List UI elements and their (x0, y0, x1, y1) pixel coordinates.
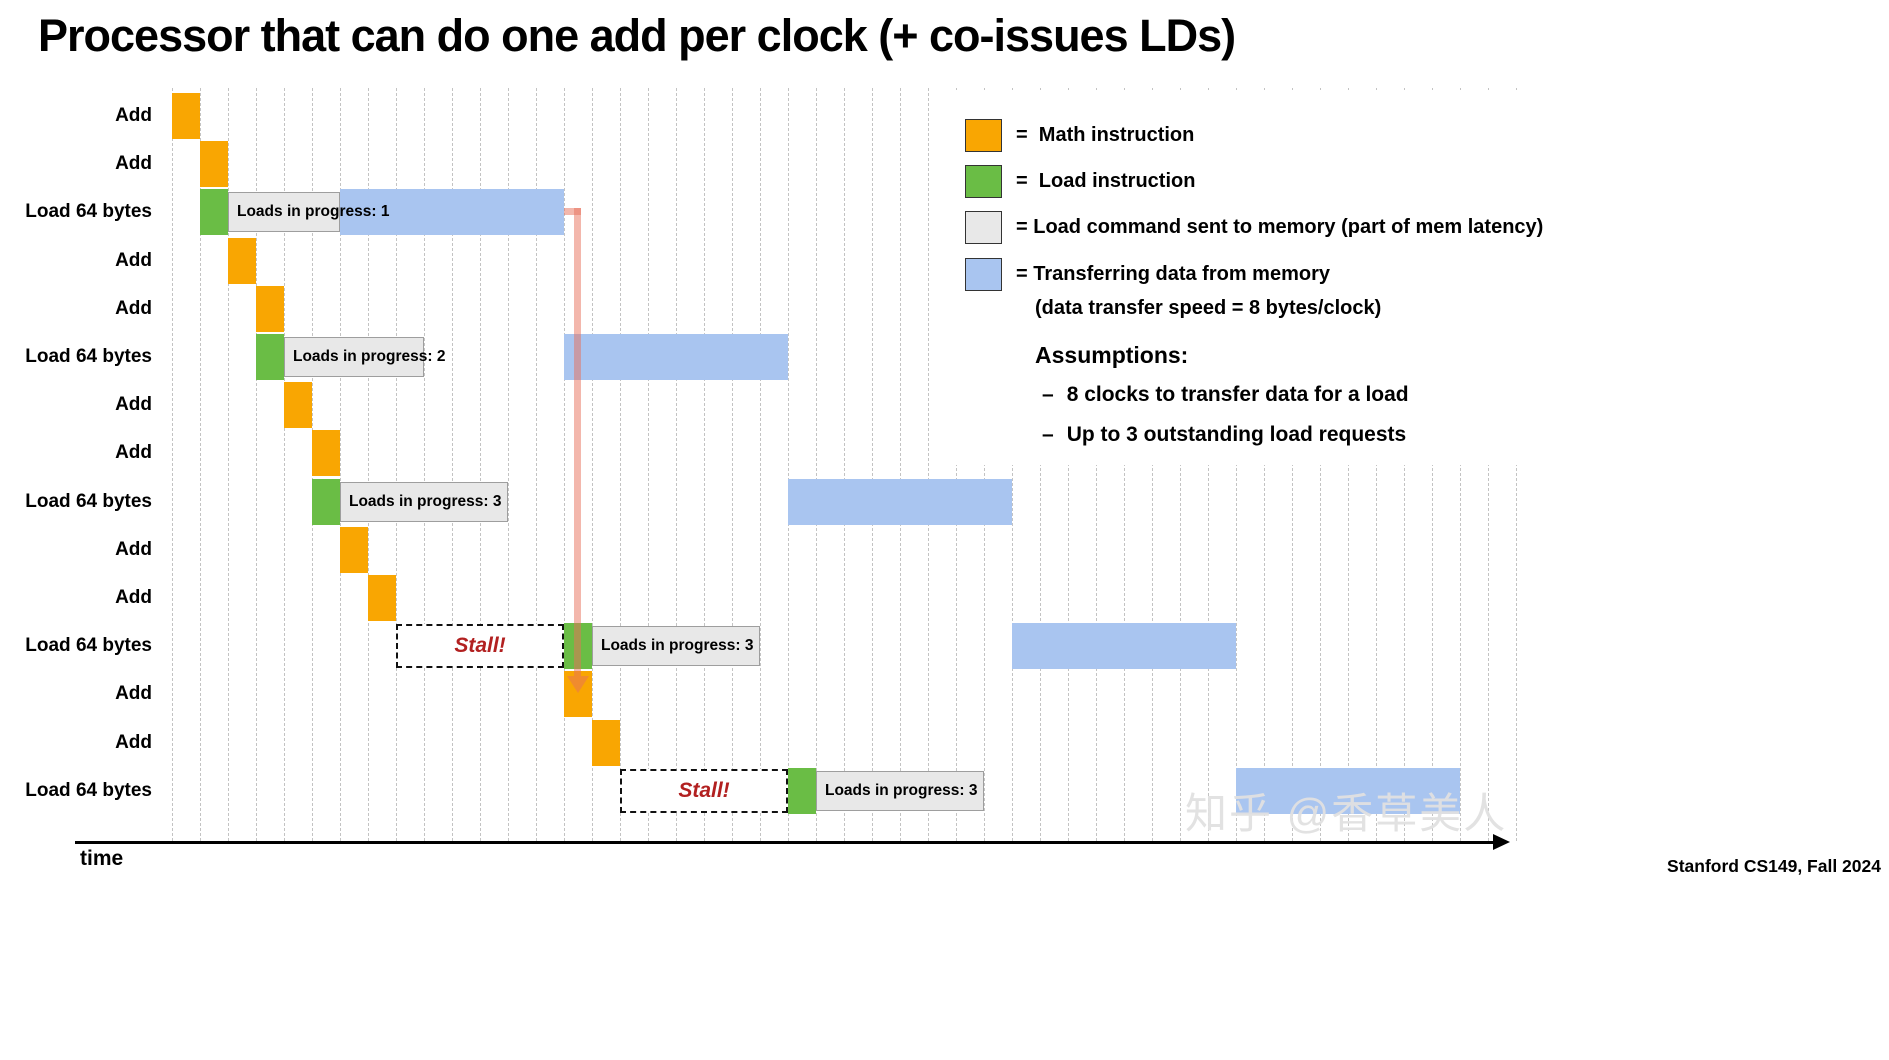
legend-label-transfer-line2: (data transfer speed = 8 bytes/clock) (1035, 297, 1382, 319)
load-instruction-block (788, 767, 816, 814)
row-label: Add (115, 394, 152, 416)
slide-title: Processor that can do one add per clock … (38, 10, 1236, 61)
row-label: Add (115, 587, 152, 608)
gridline (424, 88, 425, 841)
row-label: Add (115, 731, 152, 753)
legend-item-load: = Load instruction (965, 164, 1195, 198)
legend-label-load-command: = Load command sent to memory (part of m… (1016, 215, 1544, 238)
math-instruction-swatch (965, 118, 1002, 152)
gridline (564, 88, 565, 841)
row-label: Add (115, 297, 152, 319)
gridline (620, 88, 621, 841)
memory-transfer-block (788, 478, 1012, 525)
gridline (200, 88, 201, 841)
load-command-box: Loads in progress: 3 (592, 626, 760, 667)
math-instruction-block (256, 285, 284, 332)
row-label: Load 64 bytes (25, 635, 152, 657)
load-instruction-block (312, 478, 340, 525)
load-command-box: Loads in progress: 2 (284, 337, 445, 377)
gridline (872, 88, 873, 841)
stall-box: Stall! (620, 768, 788, 813)
gridline (732, 88, 733, 841)
memory-transfer-block (340, 189, 564, 236)
gridline (452, 88, 453, 841)
time-axis-label: time (80, 847, 124, 870)
gridline (284, 88, 285, 841)
legend-label-load: = Load instruction (1016, 169, 1196, 192)
row-label: Add (115, 105, 152, 126)
legend-item-math: = Math instruction (965, 118, 1194, 152)
dependency-arrow (564, 208, 581, 216)
gridline (592, 88, 593, 841)
gridline (228, 88, 229, 841)
gridline (340, 88, 341, 841)
dash-bullet: – (1042, 423, 1054, 446)
stall-box: Stall! (396, 624, 564, 669)
gridline (536, 88, 537, 841)
math-instruction-block (284, 382, 312, 429)
row-label: Add (115, 442, 152, 464)
load-instruction-block (256, 334, 284, 380)
math-instruction-block (312, 430, 340, 477)
time-axis-line (75, 841, 1495, 844)
legend-label-transfer: = Transferring data from memory (1016, 262, 1330, 285)
math-instruction-block (340, 526, 368, 573)
assumption-item: – 8 clocks to transfer data for a load (1042, 383, 1409, 407)
course-credit: Stanford CS149, Fall 2024 (1667, 856, 1881, 876)
gridline (760, 88, 761, 841)
row-label: Load 64 bytes (25, 346, 152, 367)
watermark: 知乎 @香草美人 (1185, 790, 1508, 837)
load-command-box: Loads in progress: 3 (340, 481, 508, 522)
gridline (368, 88, 369, 841)
load-instruction-swatch (965, 164, 1002, 198)
gridline (508, 88, 509, 841)
gridline (480, 88, 481, 841)
gridline (396, 88, 397, 841)
time-axis-arrowhead (1493, 834, 1510, 850)
gridline (648, 88, 649, 841)
load-instruction-block (200, 189, 228, 236)
gridline (844, 88, 845, 841)
gridline (704, 88, 705, 841)
row-label: Add (115, 249, 152, 271)
dependency-arrow (574, 208, 581, 677)
load-command-swatch (965, 210, 1002, 244)
row-label: Add (115, 153, 152, 175)
load-command-box: Loads in progress: 3 (816, 770, 984, 811)
legend-item-load-command: = Load command sent to memory (part of m… (965, 210, 1543, 244)
legend-item-transfer: = Transferring data from memory (965, 257, 1330, 291)
gridline (788, 88, 789, 841)
math-instruction-block (592, 719, 620, 766)
gridline (256, 88, 257, 841)
dependency-arrow-head (566, 676, 589, 694)
memory-transfer-block (564, 334, 788, 380)
assumption-text-1: 8 clocks to transfer data for a load (1066, 383, 1409, 406)
gridline (676, 88, 677, 841)
gridline (816, 88, 817, 841)
assumptions-heading: Assumptions: (1035, 342, 1189, 368)
math-instruction-block (172, 93, 200, 139)
memory-transfer-block (1236, 767, 1460, 814)
gridline (900, 88, 901, 841)
load-command-box: Loads in progress: 1 (228, 192, 389, 233)
row-label: Load 64 bytes (25, 779, 152, 801)
transfer-swatch (965, 257, 1002, 291)
math-instruction-block (368, 575, 396, 621)
gridline (928, 88, 929, 841)
math-instruction-block (228, 237, 256, 284)
assumption-item: – Up to 3 outstanding load requests (1042, 423, 1406, 447)
dash-bullet: – (1042, 383, 1054, 406)
gridline (172, 88, 173, 841)
memory-transfer-block (1012, 623, 1236, 670)
legend-label-math: = Math instruction (1016, 123, 1195, 146)
legend-panel: = Math instruction = Load instruction = … (938, 90, 1553, 465)
row-label: Add (115, 683, 152, 705)
math-instruction-block (200, 141, 228, 188)
row-label: Load 64 bytes (25, 201, 152, 223)
row-label: Add (115, 538, 152, 560)
row-label: Load 64 bytes (25, 490, 152, 512)
assumption-text-2: Up to 3 outstanding load requests (1066, 423, 1407, 446)
